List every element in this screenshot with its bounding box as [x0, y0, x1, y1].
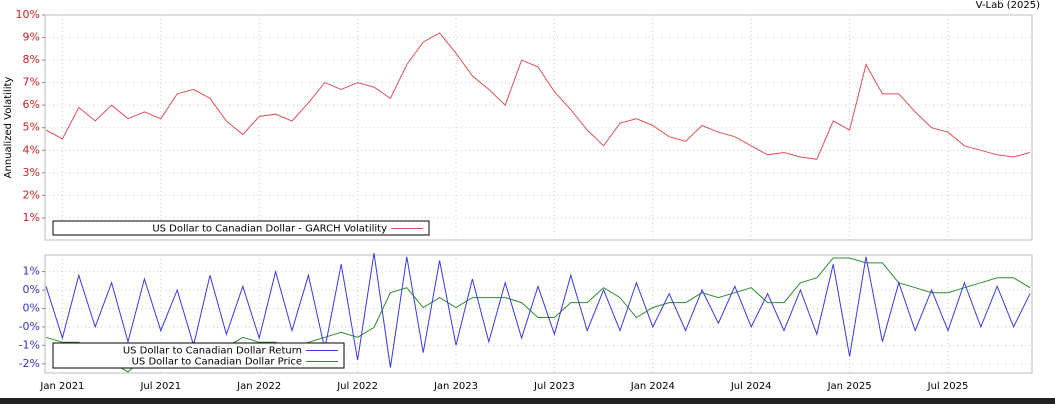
plot-frame	[44, 254, 1033, 374]
x-tick-label: Jan 2025	[827, 381, 872, 392]
x-tick-label: Jul 2022	[336, 381, 378, 392]
y-tick-label: -1%	[19, 338, 40, 351]
x-tick-label: Jul 2024	[730, 381, 772, 392]
y-tick-label: 4%	[23, 143, 40, 156]
series-line	[45, 32, 1031, 160]
y-tick-label: 0%	[23, 301, 40, 314]
legend-label: US Dollar to Canadian Dollar Price	[132, 357, 302, 368]
x-tick-label: Jan 2024	[630, 381, 675, 392]
x-tick-label: Jul 2025	[927, 381, 969, 392]
y-axis-label: Annualized Volatility	[3, 77, 14, 179]
x-tick-label: Jan 2021	[39, 381, 84, 392]
y-tick-label: 7%	[23, 76, 40, 89]
x-tick-label: Jan 2022	[236, 381, 281, 392]
x-tick-label: Jul 2021	[139, 381, 181, 392]
y-tick-label: 2%	[23, 188, 40, 201]
y-tick-label: 10%	[16, 8, 40, 21]
y-tick-label: 1%	[23, 211, 40, 224]
y-tick-label: -2%	[19, 357, 40, 370]
x-tick-label: Jan 2023	[433, 381, 478, 392]
x-tick-label: Jul 2023	[533, 381, 575, 392]
y-tick-label: 1%	[23, 265, 40, 278]
y-tick-label: 9%	[23, 31, 40, 44]
bottom-bar	[0, 398, 1055, 404]
series-line	[45, 253, 1031, 368]
y-tick-label: 3%	[23, 166, 40, 179]
y-tick-label: -0%	[19, 320, 40, 333]
legend-label: US Dollar to Canadian Dollar - GARCH Vol…	[152, 224, 387, 235]
legend-label: US Dollar to Canadian Dollar Return	[123, 346, 302, 357]
legend-box	[52, 342, 345, 369]
y-tick-label: 8%	[23, 53, 40, 66]
y-tick-label: 6%	[23, 98, 40, 111]
header: V-Lab (2025)	[976, 0, 1040, 11]
legend-box	[52, 220, 430, 236]
y-tick-label: 5%	[23, 121, 40, 134]
y-tick-label: 0%	[23, 283, 40, 296]
